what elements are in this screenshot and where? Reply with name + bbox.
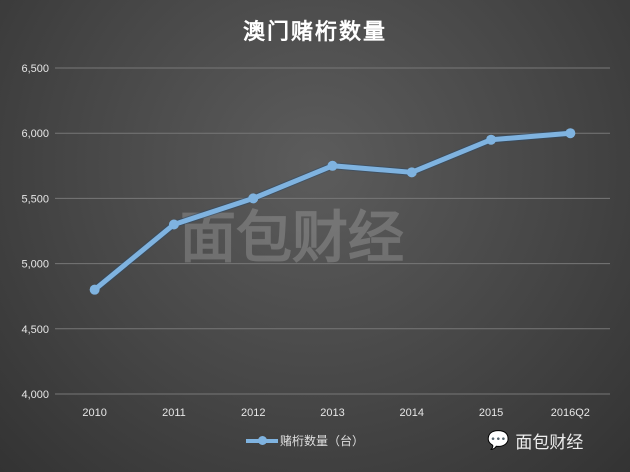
wechat-icon: 💬 — [487, 430, 510, 451]
x-tick-label: 2012 — [241, 407, 265, 419]
y-tick-label: 5,500 — [21, 193, 49, 205]
x-tick-label: 2013 — [320, 407, 344, 419]
data-point — [406, 167, 417, 178]
brand-name: 面包财经 — [515, 433, 584, 453]
data-point — [168, 219, 179, 230]
legend-label: 赌桁数量（台） — [280, 434, 365, 448]
y-tick-label: 4,000 — [21, 389, 49, 401]
data-point — [565, 128, 576, 139]
series-shadow — [92, 129, 571, 293]
x-tick-label: 2014 — [400, 407, 424, 419]
data-point — [327, 160, 338, 171]
y-tick-label: 5,000 — [21, 259, 49, 271]
y-tick-label: 6,000 — [21, 128, 49, 140]
legend-swatch — [246, 435, 278, 445]
x-tick-label: 2016Q2 — [551, 407, 590, 419]
watermark-logo: 面包财经 — [180, 206, 404, 271]
x-tick-label: 2011 — [162, 407, 186, 419]
x-tick-label: 2015 — [479, 407, 503, 419]
data-point — [248, 193, 259, 204]
legend: 赌桁数量（台） — [246, 432, 364, 449]
x-tick-label: 2010 — [82, 407, 106, 419]
chart-title: 澳门赌桁数量 — [242, 20, 387, 45]
data-point — [89, 284, 100, 295]
y-tick-label: 4,500 — [21, 324, 49, 336]
data-point — [486, 134, 497, 145]
series-line — [93, 130, 571, 292]
brand: 💬 面包财经 — [487, 428, 583, 453]
y-tick-label: 6,500 — [21, 63, 49, 75]
